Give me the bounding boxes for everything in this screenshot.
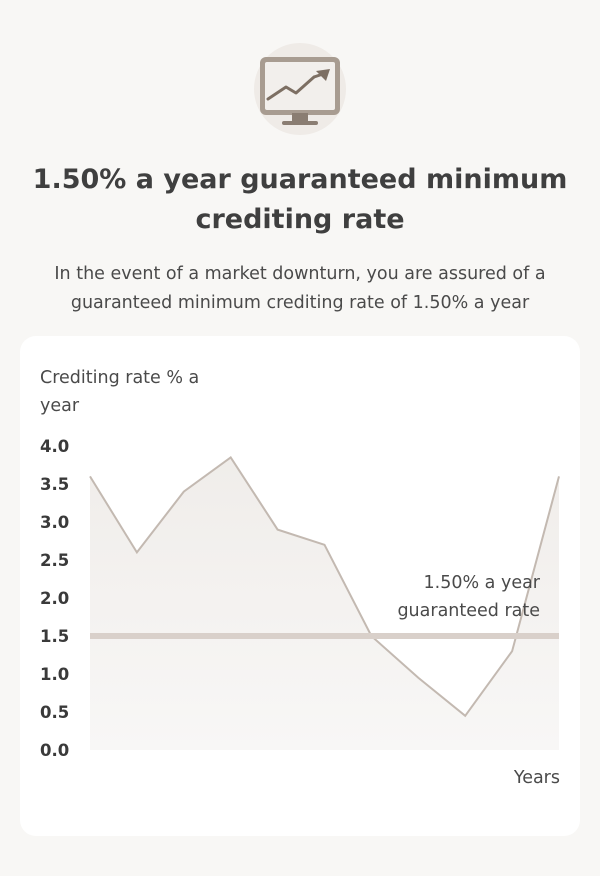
y-tick-label: 2.0 [40, 589, 69, 608]
y-tick-label: 0.5 [40, 703, 69, 722]
y-axis-label: Crediting rate % a year [40, 368, 200, 416]
y-tick-label: 0.0 [40, 741, 69, 760]
y-tick-label: 1.0 [40, 665, 69, 684]
monitor-trend-icon-graphic [260, 57, 340, 125]
monitor-trend-icon [254, 43, 346, 135]
chart-card: Crediting rate % a year 4.0 3.5 3.0 2.5 2.0 1… [20, 336, 580, 836]
guarantee-line-label: 1.50% a year guaranteed rate [397, 573, 540, 621]
page-title: 1.50% a year guaranteed minimum creditin… [32, 164, 568, 235]
page-subtitle: In the event of a market downturn, you a… [54, 264, 546, 313]
y-tick-label: 1.5 [40, 627, 69, 646]
y-tick-label: 3.0 [40, 513, 69, 532]
y-tick-label: 3.5 [40, 475, 69, 494]
y-tick-label: 4.0 [40, 437, 69, 456]
y-tick-label: 2.5 [40, 551, 69, 570]
crediting-rate-chart: 4.0 3.5 3.0 2.5 2.0 1.5 1.0 0.5 0.0 [40, 437, 560, 760]
chart-area-fill [90, 457, 559, 750]
series-line [89, 455, 560, 718]
x-axis-label: Years [513, 768, 560, 788]
